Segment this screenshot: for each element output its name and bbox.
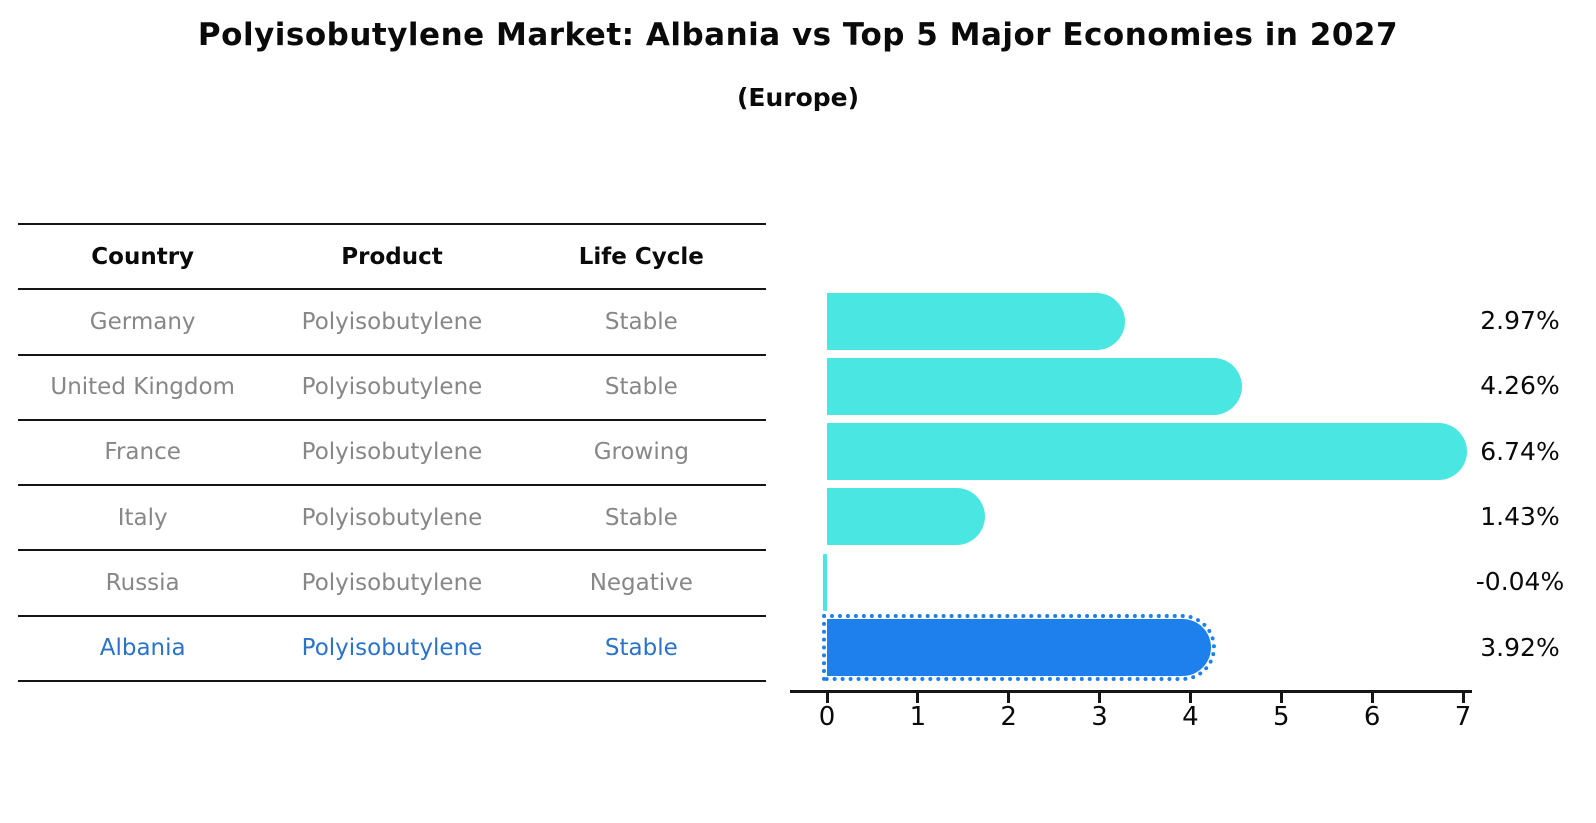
table-row-italy: Italy Polyisobutylene Stable [18, 484, 766, 549]
cell-life-cycle: Growing [593, 439, 689, 466]
cell-country: Italy [117, 504, 168, 531]
x-axis-tick [1370, 693, 1374, 703]
x-axis-tick-label: 7 [1454, 702, 1472, 732]
cell-country: Germany [89, 308, 196, 335]
chart-subtitle: (Europe) [736, 83, 860, 112]
cell-life-cycle: Stable [604, 635, 678, 662]
x-axis-line [790, 690, 1472, 693]
x-axis-tick-label: 5 [1273, 702, 1290, 732]
cell-life-cycle: Stable [604, 374, 678, 401]
bar-albania [821, 614, 1217, 682]
cell-country: United Kingdom [50, 374, 235, 401]
value-label-italy: 1.43% [1480, 501, 1560, 531]
value-label-germany: 2.97% [1480, 306, 1560, 335]
x-axis-tick [1007, 693, 1011, 703]
bar-germany [827, 292, 1125, 350]
bar-france [827, 423, 1468, 481]
x-axis-tick [1461, 693, 1465, 703]
x-axis-tick [825, 693, 829, 703]
x-axis-tick [916, 693, 920, 703]
cell-life-cycle: Negative [589, 570, 693, 597]
table-row-germany: Germany Polyisobutylene Stable [18, 288, 766, 353]
x-axis-tick-label: 4 [1182, 702, 1199, 732]
table-header-row: Country Product Life Cycle [18, 223, 766, 288]
cell-life-cycle: Stable [604, 504, 678, 531]
cell-country: Albania [99, 635, 186, 662]
chart-title: Polyisobutylene Market: Albania vs Top 5… [197, 17, 1399, 53]
cell-life-cycle: Stable [604, 308, 678, 335]
table-row-russia: Russia Polyisobutylene Negative [18, 549, 766, 614]
bar-italy [827, 488, 985, 546]
bar-united-kingdom [827, 357, 1243, 415]
table-row-united-kingdom: United Kingdom Polyisobutylene Stable [18, 353, 766, 419]
column-header-country: Country [91, 243, 195, 270]
value-label-russia: -0.04% [1475, 567, 1565, 597]
x-axis-tick [1279, 693, 1283, 703]
value-label-united-kingdom: 4.26% [1480, 371, 1560, 401]
x-axis-tick-label: 6 [1363, 702, 1381, 732]
x-axis-tick [1098, 693, 1102, 703]
cell-country: France [104, 439, 181, 466]
cell-product: Polyisobutylene [301, 308, 483, 335]
table-row-france: France Polyisobutylene Growing [18, 418, 766, 484]
value-label-albania: 3.92% [1480, 632, 1560, 662]
country-table: Country Product Life Cycle Germany Polyi… [18, 223, 766, 682]
table-row-albania: Albania Polyisobutylene Stable [18, 614, 766, 682]
column-header-lifecycle: Life Cycle [578, 243, 704, 270]
value-label-france: 6.74% [1480, 436, 1560, 466]
cell-country: Russia [105, 570, 180, 597]
cell-product: Polyisobutylene [301, 504, 483, 531]
cell-product: Polyisobutylene [301, 439, 483, 466]
column-header-product: Product [341, 243, 443, 270]
x-axis-tick-label: 3 [1091, 702, 1108, 732]
cell-product: Polyisobutylene [301, 635, 483, 662]
x-axis-tick-label: 0 [818, 702, 836, 732]
cell-product: Polyisobutylene [301, 570, 483, 597]
cell-product: Polyisobutylene [301, 374, 483, 401]
x-axis-tick-label: 2 [1000, 702, 1017, 732]
x-axis-tick-label: 1 [909, 702, 927, 732]
x-axis-tick [1188, 693, 1192, 703]
bar-russia [823, 553, 827, 611]
